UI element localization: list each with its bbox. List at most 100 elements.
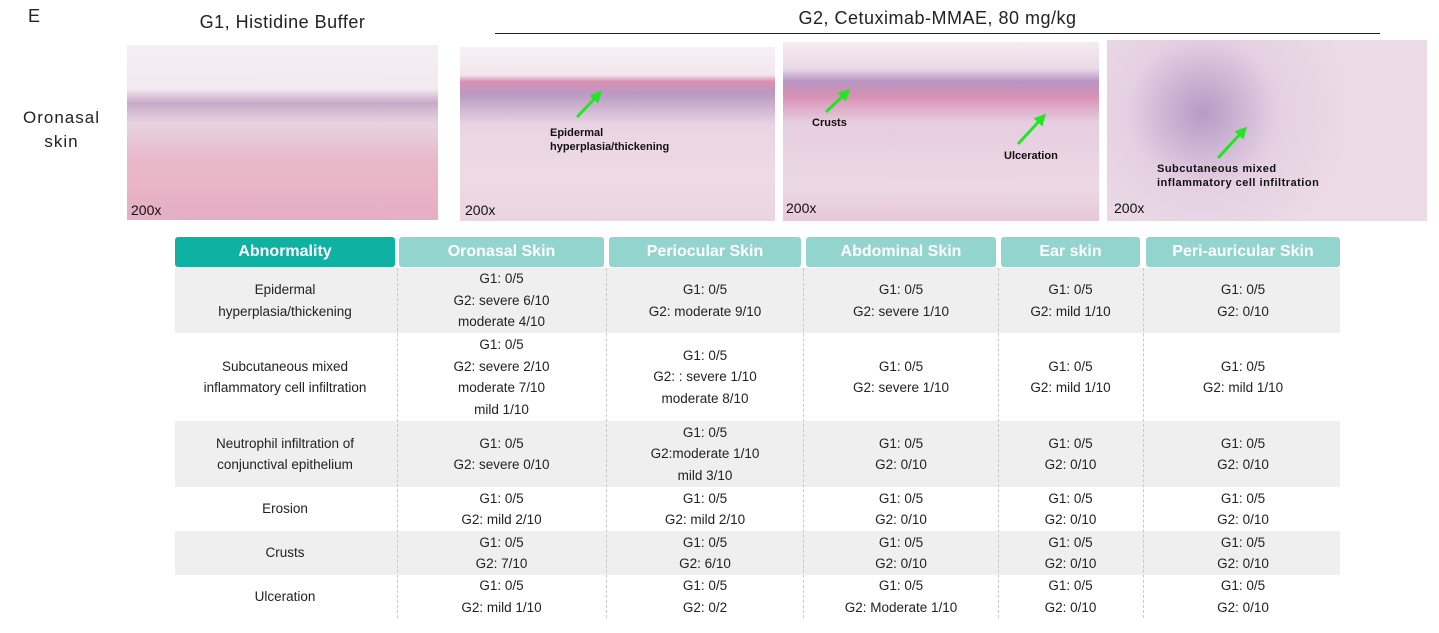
cell-line: G2: 0/10	[875, 512, 927, 527]
table-cell: G1: 0/5 G2: : severe 1/10 moderate 8/10	[609, 333, 801, 421]
cell-line: Ulceration	[254, 588, 316, 604]
column-header: Periocular Skin	[609, 237, 801, 267]
cell-line: G2: : severe 1/10	[653, 369, 757, 385]
cell-line: G1: 0/5	[682, 534, 728, 550]
cell-line: G1: 0/5	[1048, 490, 1093, 506]
table-cell: G1: 0/5 G2: 0/10	[1001, 531, 1140, 575]
annotation-line: inflammatory cell infiltration	[1157, 177, 1320, 189]
column-header: Oronasal Skin	[399, 237, 604, 267]
annotation-line: Ulceration	[1004, 150, 1058, 162]
cell-line: Crusts	[265, 545, 305, 561]
cell-line: G1: 0/5	[1220, 490, 1266, 506]
cell-line: moderate 4/10	[457, 314, 546, 330]
cell-line: G1: 0/5	[878, 534, 924, 550]
cell-line: mild 1/10	[474, 401, 529, 417]
cell-line: G2: severe 1/10	[852, 303, 950, 319]
row-header: Neutrophil infiltration of conjunctival e…	[175, 421, 395, 487]
cell-line: G1: 0/5	[1220, 534, 1266, 550]
table-cell: G1: 0/5 G2: severe 1/10	[806, 268, 996, 333]
cell-line: G2: 0/10	[1217, 556, 1269, 571]
arrow	[575, 90, 603, 119]
column-header: Peri-auricular Skin	[1146, 237, 1340, 267]
cell-line: G2: mild 2/10	[664, 512, 746, 527]
column-divider	[397, 268, 398, 618]
row-header: Crusts	[175, 531, 395, 575]
table-cell: G1: 0/5 G2: 0/10	[1146, 575, 1340, 618]
cell-line: G2: 6/10	[679, 556, 731, 571]
cell-line: G1: 0/5	[682, 424, 728, 440]
cell-line: G1: 0/5	[1220, 282, 1266, 297]
cell-line: G1: 0/5	[878, 578, 924, 593]
group-title: G1, Histidine Buffer	[199, 12, 366, 32]
cell-line: G1: 0/5	[1048, 534, 1093, 550]
histology-image	[460, 47, 775, 221]
cell-line: G2: severe 2/10	[453, 358, 550, 374]
annotation: Epidermal hyperplasia/thickening	[550, 126, 669, 154]
table-cell: G1: 0/5 G2: 0/10	[806, 531, 996, 575]
cell-line: G2: 0/10	[875, 457, 927, 472]
table-cell: G1: 0/5 G2: mild 1/10	[399, 575, 604, 618]
cell-line: G1: 0/5	[682, 578, 728, 593]
cell-line: G2: severe 6/10	[453, 292, 550, 308]
cell-line: mild 3/10	[677, 467, 733, 483]
cell-line: G1: 0/5	[479, 578, 524, 593]
cell-line: G2: mild 1/10	[1030, 380, 1111, 395]
cell-line: G1: 0/5	[479, 271, 524, 287]
cell-line: G1: 0/5	[479, 490, 524, 506]
cell-line: G2: 7/10	[475, 556, 528, 571]
cell-line: Epidermal	[254, 282, 316, 297]
cell-line: G1: 0/5	[479, 534, 524, 550]
cell-line: G2: 0/10	[1044, 457, 1097, 472]
cell-line: G1: 0/5	[1048, 578, 1093, 593]
group-rule	[495, 33, 1380, 34]
cell-line: G2: moderate 9/10	[648, 303, 762, 319]
cell-line: G2: mild 2/10	[461, 512, 542, 527]
magnification: 200x	[1114, 200, 1145, 216]
table-cell: G1: 0/5 G2: severe 2/10 moderate 7/10 mild …	[399, 333, 604, 421]
table-cell: G1: 0/5 G2: 0/10	[1146, 421, 1340, 487]
cell-line: G2:moderate 1/10	[650, 446, 760, 462]
row-header: Erosion	[175, 487, 395, 531]
annotation-line: hyperplasia/thickening	[550, 141, 670, 153]
cell-line: G2: 0/2	[682, 599, 728, 615]
table-cell: G1: 0/5 G2: severe 6/10 moderate 4/10	[399, 268, 604, 333]
table-cell: G1: 0/5 G2:moderate 1/10 mild 3/10	[609, 421, 801, 487]
cell-line: Erosion	[262, 501, 308, 517]
panel-label: E	[28, 6, 41, 26]
cell-line: moderate 8/10	[661, 390, 749, 406]
annotation: Crusts	[812, 116, 847, 130]
table-cell: G1: 0/5 G2: mild 1/10	[1001, 333, 1140, 421]
table-cell: G1: 0/5 G2: 0/10	[1001, 421, 1140, 487]
column-divider	[606, 268, 607, 618]
annotation-line: Crusts	[812, 117, 847, 129]
cell-line: G1: 0/5	[682, 347, 728, 363]
row-header: Ulceration	[175, 575, 395, 618]
cell-line: Neutrophil infiltration of	[215, 435, 355, 451]
cell-line: G1: 0/5	[479, 337, 524, 352]
table-cell: G1: 0/5 G2: mild 1/10	[1001, 268, 1140, 333]
cell-line: G2: 0/10	[1217, 599, 1269, 615]
cell-line: hyperplasia/thickening	[218, 303, 352, 319]
annotation-line: Epidermal	[550, 127, 604, 139]
cell-line: G2: 0/10	[1044, 556, 1097, 571]
table-cell: G1: 0/5 G2: 0/10	[1001, 575, 1140, 618]
row-header: Epidermal hyperplasia/thickening	[175, 268, 395, 333]
row-band	[175, 531, 1340, 575]
table-cell: G1: 0/5 G2: 0/10	[1146, 487, 1340, 531]
annotation-line: Subcutaneous mixed	[1157, 163, 1277, 175]
cell-line: G1: 0/5	[878, 282, 924, 297]
column-header: Ear skin	[1001, 237, 1140, 267]
column-divider	[998, 268, 999, 618]
table-cell: G1: 0/5 G2: mild 2/10	[399, 487, 604, 531]
cell-line: G2: 0/10	[1044, 599, 1097, 615]
arrow	[1016, 113, 1047, 146]
cell-line: conjunctival epithelium	[217, 457, 353, 472]
column-header: Abnormality	[175, 237, 395, 267]
cell-line: G2: mild 1/10	[461, 599, 542, 615]
annotation: Subcutaneous mixed inflammatory cell infi…	[1157, 162, 1319, 190]
table-cell: G1: 0/5 G2: Moderate 1/10	[806, 575, 996, 618]
cell-line: moderate 7/10	[457, 380, 546, 395]
table-cell: G1: 0/5 G2: 0/10	[1146, 268, 1340, 333]
cell-line: G1: 0/5	[878, 358, 924, 374]
